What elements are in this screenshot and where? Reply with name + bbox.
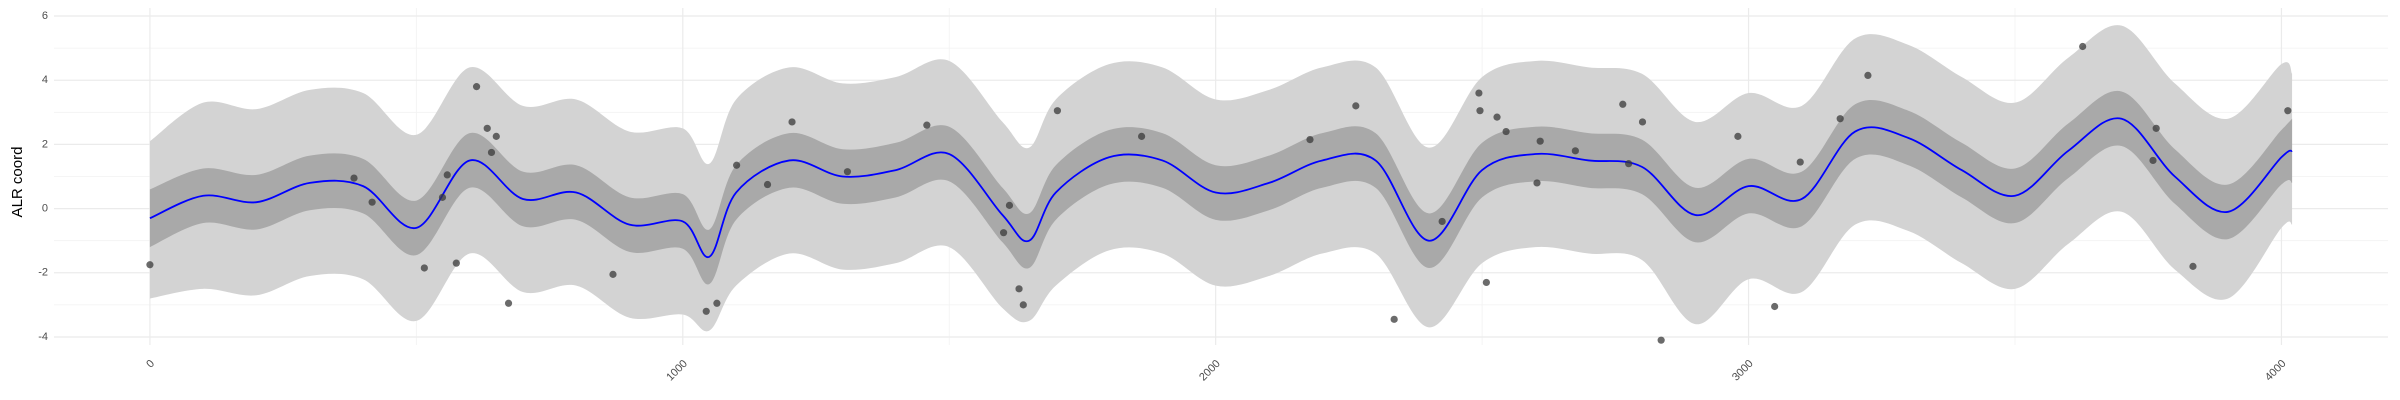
- data-point: [1482, 278, 1490, 287]
- data-point: [2152, 124, 2160, 132]
- x-tick-label: 4000: [2263, 358, 2289, 384]
- y-tick-label: 6: [42, 10, 48, 22]
- data-point: [763, 180, 772, 189]
- data-point: [1053, 107, 1062, 115]
- x-tick-label: 3000: [1730, 358, 1756, 384]
- data-point: [609, 270, 617, 278]
- data-point: [483, 124, 491, 132]
- data-point: [1625, 160, 1633, 168]
- data-point: [1502, 127, 1510, 136]
- data-point: [492, 132, 500, 140]
- data-point: [350, 174, 358, 182]
- data-point: [1657, 336, 1665, 344]
- data-point: [1533, 179, 1541, 187]
- data-point: [504, 299, 513, 307]
- y-axis-title: ALR coord: [9, 147, 26, 218]
- data-point: [1438, 217, 1446, 226]
- data-point: [2149, 156, 2157, 165]
- fit-line: [149, 117, 2293, 258]
- data-point: [1619, 100, 1627, 108]
- data-point: [438, 193, 447, 201]
- data-point: [443, 171, 451, 179]
- data-point: [702, 307, 710, 315]
- data-point: [2284, 107, 2292, 115]
- data-point: [146, 261, 154, 269]
- data-point: [1306, 135, 1314, 144]
- data-point: [1019, 301, 1027, 309]
- data-point: [1536, 137, 1544, 145]
- data-point: [1138, 132, 1146, 140]
- data-point: [1571, 147, 1579, 155]
- data-point: [999, 229, 1008, 237]
- data-point: [1493, 113, 1501, 121]
- data-point: [1015, 285, 1023, 293]
- data-point: [1836, 115, 1844, 123]
- y-tick-label: -2: [38, 267, 48, 279]
- data-point: [472, 83, 481, 91]
- data-point: [1796, 158, 1804, 166]
- data-point: [733, 161, 741, 169]
- x-tick-label: 0: [144, 358, 157, 371]
- data-point: [2189, 262, 2197, 270]
- inner-band: [149, 90, 2293, 285]
- data-point: [713, 299, 721, 307]
- data-point: [1476, 107, 1484, 115]
- y-tick-label: -4: [38, 331, 48, 343]
- y-tick-label: 2: [42, 138, 48, 150]
- data-point: [1005, 201, 1014, 209]
- data-point: [1390, 315, 1398, 323]
- data-point: [452, 259, 460, 267]
- data-point: [1771, 302, 1779, 311]
- data-point: [368, 198, 376, 206]
- data-point: [1352, 102, 1360, 110]
- data-point: [2079, 42, 2087, 51]
- data-point: [487, 148, 496, 157]
- data-point: [1864, 71, 1872, 79]
- x-tick-label: 1000: [664, 358, 690, 384]
- data-point: [788, 118, 796, 126]
- y-tick-label: 0: [42, 203, 48, 215]
- data-point: [923, 121, 931, 129]
- data-point: [1734, 132, 1742, 140]
- data-point: [420, 264, 428, 272]
- data-point: [843, 168, 852, 176]
- data-point: [1638, 118, 1647, 126]
- y-tick-label: 4: [42, 74, 48, 86]
- data-point: [1475, 89, 1483, 97]
- x-tick-label: 2000: [1197, 358, 1223, 384]
